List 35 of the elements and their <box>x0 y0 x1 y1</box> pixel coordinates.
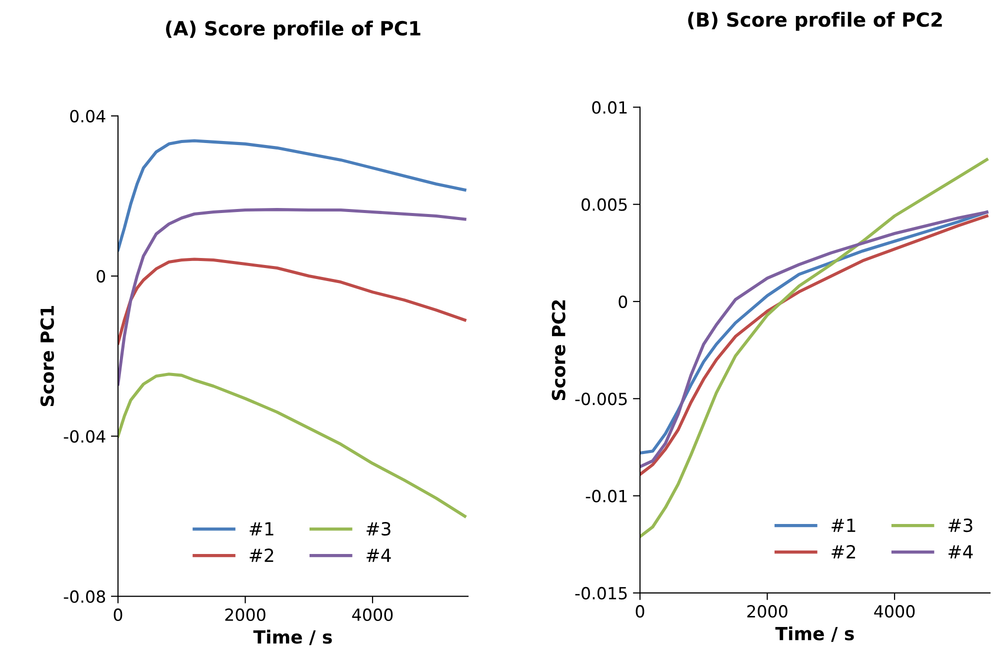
legend-label: #4 <box>948 545 973 558</box>
y-axis-title: Score PC1 <box>40 306 54 406</box>
x-tick-label: 4000 <box>352 608 393 622</box>
x-axis-title: Time / s <box>253 630 332 646</box>
line-series <box>640 158 988 538</box>
legend-label: #4 <box>366 548 391 562</box>
x-tick-label: 0 <box>114 608 122 622</box>
y-tick-label: 0 <box>618 295 628 308</box>
chart-title: (A) Score profile of PC1 <box>166 20 420 40</box>
x-axis-title: Time / s <box>775 626 854 642</box>
legend-label: #1 <box>832 518 856 532</box>
y-tick-label: -0.015 <box>575 586 627 600</box>
legend-label: #3 <box>366 522 390 536</box>
x-tick-label: 2000 <box>225 608 266 622</box>
x-tick-label: 0 <box>636 605 644 618</box>
y-tick-label: 0.04 <box>70 110 106 122</box>
line-series <box>118 139 466 252</box>
line-series <box>118 372 466 518</box>
y-tick-label: -0.08 <box>64 590 106 603</box>
line-series <box>118 258 466 345</box>
y-tick-label: -0.005 <box>575 392 627 406</box>
legend-label: #2 <box>832 544 856 558</box>
legend-label: #1 <box>250 522 274 536</box>
chart-title: (B) Score profile of PC2 <box>688 12 942 31</box>
x-tick-label: 2000 <box>747 605 788 618</box>
line-series <box>118 208 466 386</box>
y-tick-label: -0.04 <box>64 430 106 443</box>
x-tick-label: 4000 <box>874 605 915 618</box>
y-tick-label: -0.01 <box>586 490 627 502</box>
legend-label: #3 <box>948 518 972 532</box>
y-tick-label: 0.01 <box>592 101 627 114</box>
y-axis-title: Score PC2 <box>552 300 566 400</box>
y-tick-label: 0 <box>96 270 106 283</box>
legend-label: #2 <box>250 548 274 562</box>
y-tick-label: 0.005 <box>582 198 627 211</box>
